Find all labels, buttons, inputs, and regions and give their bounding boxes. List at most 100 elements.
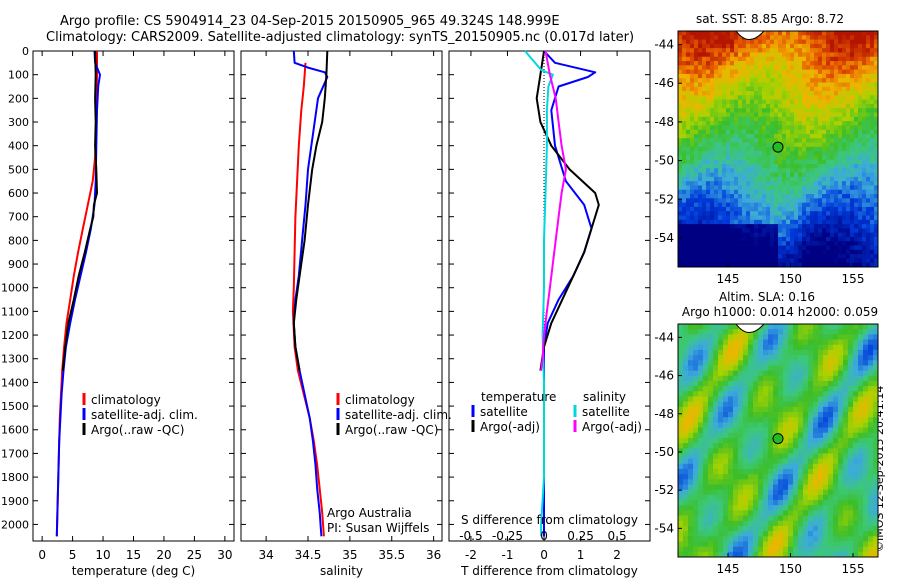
map-cell — [822, 146, 827, 152]
map-cell — [790, 116, 795, 122]
map-cell — [763, 510, 769, 516]
map-cell — [854, 155, 859, 161]
map-cell — [770, 86, 775, 92]
map-cell — [863, 412, 869, 418]
map-cell — [853, 536, 859, 542]
map-cell — [866, 73, 871, 79]
map-cell — [713, 536, 719, 542]
map-cell — [818, 245, 823, 251]
map-cell — [754, 121, 759, 126]
map-cell — [838, 61, 843, 66]
map-cell — [783, 432, 789, 439]
map-cell — [726, 35, 731, 40]
map-cell — [726, 249, 731, 255]
map-cell — [854, 224, 859, 229]
map-cell — [826, 241, 831, 246]
map-cell — [730, 99, 735, 105]
map-cell — [798, 422, 804, 428]
y-tick-label: 1800 — [1, 471, 29, 484]
map-cell — [828, 360, 834, 366]
map-cell — [818, 370, 824, 377]
map-cell — [754, 185, 759, 191]
map-cell — [758, 228, 763, 234]
map-cell — [798, 69, 803, 75]
map-cell — [768, 484, 774, 491]
map-cell — [758, 125, 763, 131]
map-cell — [733, 412, 739, 418]
map-cell — [754, 86, 759, 92]
map-cell — [853, 417, 859, 423]
map-cell — [818, 65, 823, 71]
map-cell — [788, 505, 794, 511]
map-cell — [818, 479, 824, 485]
map-cell — [873, 453, 879, 460]
map-cell — [690, 31, 695, 36]
map-cell — [822, 65, 827, 71]
map-cell — [782, 121, 787, 126]
map-cell — [838, 172, 843, 178]
map-cell — [850, 142, 855, 148]
map-cell — [870, 258, 875, 264]
map-cell — [854, 99, 859, 105]
map-cell — [693, 468, 699, 475]
map-cell — [782, 99, 787, 105]
map-cell — [726, 245, 731, 251]
map-cell — [814, 112, 819, 118]
map-cell — [758, 155, 763, 161]
map-cell — [686, 56, 691, 62]
map-cell — [750, 142, 755, 148]
map-cell — [714, 206, 719, 212]
map-cell — [828, 468, 834, 475]
map-cell — [678, 505, 684, 511]
map-cell — [746, 159, 751, 165]
map-cell — [814, 69, 819, 75]
map-cell — [788, 380, 794, 387]
map-cell — [786, 35, 791, 40]
map-cell — [818, 349, 824, 356]
map-cell — [854, 249, 859, 255]
map-cell — [783, 443, 789, 449]
map-cell — [730, 133, 735, 139]
map-cell — [838, 494, 844, 501]
map-cell — [686, 155, 691, 161]
map-cell — [858, 531, 864, 537]
map-cell — [678, 448, 684, 454]
map-cell — [738, 168, 743, 173]
map-cell — [874, 189, 879, 195]
map-cell — [754, 241, 759, 246]
map-cell — [698, 324, 704, 330]
map-cell — [866, 78, 871, 83]
map-cell — [703, 453, 709, 460]
map-cell — [806, 35, 811, 40]
map-cell — [683, 531, 689, 537]
map-cell — [783, 427, 789, 434]
map-cell — [868, 458, 874, 465]
map-cell — [690, 206, 695, 212]
map-cell — [802, 241, 807, 246]
map-cell — [742, 129, 747, 135]
map-cell — [798, 133, 803, 139]
map-cell — [790, 151, 795, 156]
map-cell — [850, 78, 855, 83]
map-cell — [798, 164, 803, 169]
map-cell — [762, 202, 767, 208]
map-cell — [794, 146, 799, 152]
map-cell — [853, 334, 859, 340]
map-cell — [828, 505, 834, 511]
map-cell — [722, 129, 727, 135]
map-cell — [790, 112, 795, 118]
map-cell — [798, 73, 803, 79]
map-cell — [818, 380, 824, 387]
map-cell — [754, 189, 759, 195]
map-cell — [743, 500, 749, 506]
map-cell — [682, 112, 687, 118]
y-tick-label: 0 — [22, 45, 29, 58]
map-cell — [733, 463, 739, 470]
map-cell — [810, 194, 815, 199]
map-cell — [790, 61, 795, 66]
map-cell — [866, 258, 871, 264]
map-cell — [710, 52, 715, 58]
map-cell — [848, 531, 854, 537]
map-cell — [793, 334, 799, 340]
map-cell — [773, 443, 779, 449]
